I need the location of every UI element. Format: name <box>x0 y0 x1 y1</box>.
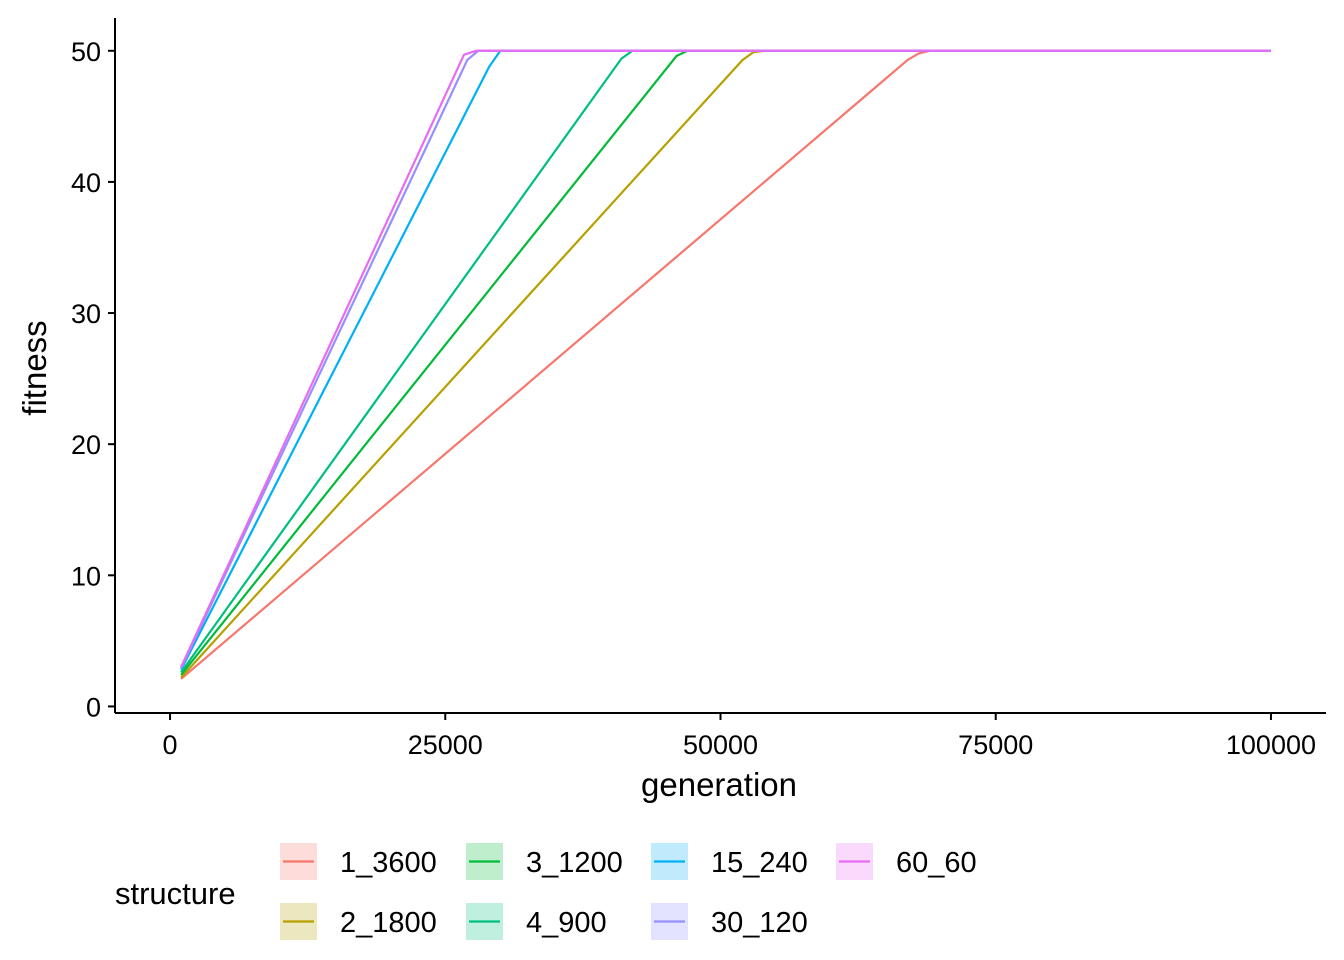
legend-item-15-240: 15_240 <box>651 843 808 880</box>
y-tick-label: 10 <box>71 561 101 591</box>
plot-area <box>180 49 1271 680</box>
series-line-2-1800 <box>180 49 1271 679</box>
x-tick-label: 75000 <box>958 730 1033 760</box>
y-tick-label: 40 <box>71 168 101 198</box>
legend-label: 3_1200 <box>526 847 623 879</box>
legend-item-1-3600: 1_3600 <box>280 843 437 880</box>
series-line-15-240 <box>180 49 1271 671</box>
legend-label: 4_900 <box>526 907 607 939</box>
x-tick-label: 50000 <box>683 730 758 760</box>
legend: structure 1_3600 2_1800 3_1200 4_900 15_240 3… <box>115 843 977 940</box>
x-tick-label: 0 <box>163 730 178 760</box>
legend-items: 1_3600 2_1800 3_1200 4_900 15_240 30_120 60_60 <box>280 843 977 940</box>
legend-item-4-900: 4_900 <box>466 903 607 940</box>
ticks: 0 25000 50000 75000 100000 0 10 20 30 40 50 <box>71 37 1316 760</box>
series-line-30-120 <box>180 49 1271 669</box>
x-axis-title: generation <box>641 766 797 803</box>
series-line-1-3600 <box>180 49 1271 680</box>
x-tick-label: 25000 <box>408 730 483 760</box>
y-tick-label: 0 <box>86 692 101 722</box>
legend-label: 30_120 <box>711 907 808 939</box>
legend-item-60-60: 60_60 <box>836 843 977 880</box>
y-tick-label: 20 <box>71 430 101 460</box>
legend-title: structure <box>115 876 236 911</box>
y-tick-label: 50 <box>71 37 101 67</box>
series-line-60-60 <box>180 49 1271 668</box>
legend-item-30-120: 30_120 <box>651 903 808 940</box>
legend-item-2-1800: 2_1800 <box>280 903 437 940</box>
legend-label: 15_240 <box>711 847 808 879</box>
legend-label: 1_3600 <box>340 847 437 879</box>
legend-label: 2_1800 <box>340 907 437 939</box>
axes <box>114 18 1326 714</box>
series-line-4-900 <box>180 49 1271 673</box>
legend-label: 60_60 <box>896 847 977 879</box>
series-line-3-1200 <box>180 49 1271 676</box>
y-axis-title: fitness <box>16 320 53 415</box>
y-tick-label: 30 <box>71 299 101 329</box>
x-tick-label: 100000 <box>1226 730 1316 760</box>
legend-item-3-1200: 3_1200 <box>466 843 623 880</box>
